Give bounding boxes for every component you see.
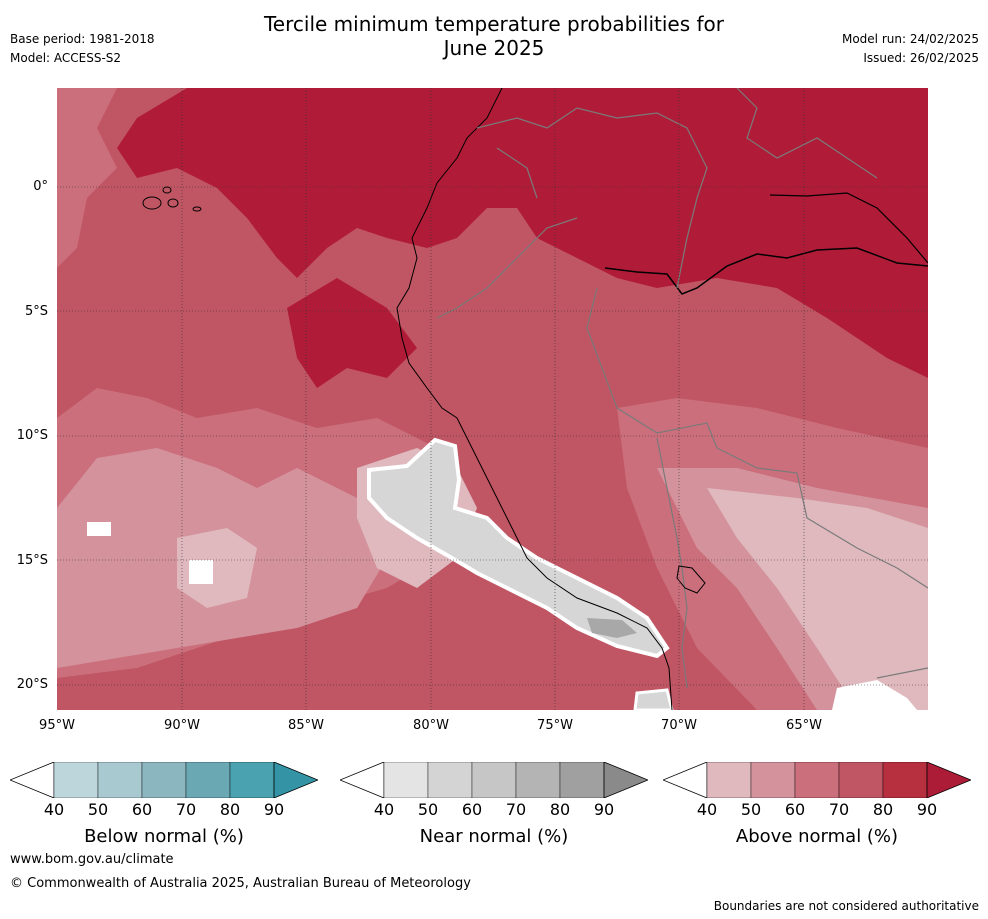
issued-label: Issued: 26/02/2025 <box>863 51 979 65</box>
colorbar-segment <box>427 762 473 798</box>
galapagos-islands <box>142 186 202 212</box>
colorbar-tick-label: 40 <box>43 800 65 819</box>
colorbar-segment <box>515 762 561 798</box>
colorbar-segment <box>750 762 796 798</box>
colorbar-segment <box>559 762 605 798</box>
above-80-90-region-andes <box>287 278 417 388</box>
colorbar-tick-label: 60 <box>131 800 153 819</box>
lon-label-80w: 80°W <box>413 718 449 733</box>
colorbar-tick-label: 50 <box>740 800 762 819</box>
lon-label-70w: 70°W <box>661 718 697 733</box>
colorbar-over-triangle <box>926 762 971 798</box>
model-label: Model: ACCESS-S2 <box>10 51 122 65</box>
colorbar-below-normal <box>10 762 318 798</box>
lon-label-95w: 95°W <box>39 718 75 733</box>
negro-river <box>769 192 928 264</box>
lon-label-85w: 85°W <box>288 718 324 733</box>
footer-copyright: © Commonwealth of Australia 2025, Austra… <box>10 876 471 891</box>
footer-disclaimer: Boundaries are not considered authoritat… <box>713 899 979 913</box>
map-title: Tercile minimum temperature probabilitie… <box>0 12 988 60</box>
colorbar-tick-label: 90 <box>263 800 285 819</box>
legend-label-above-normal: Above normal (%) <box>735 826 899 847</box>
model-run-label: Model run: 24/02/2025 <box>841 32 979 46</box>
colorbar-segment <box>53 762 99 798</box>
colorbar-tick-label: 70 <box>505 800 527 819</box>
above-40-50-region-southwest <box>177 528 257 608</box>
graticule <box>57 88 928 710</box>
colorbar-tick-label: 50 <box>87 800 109 819</box>
colorbar-near-normal <box>340 762 648 798</box>
footer-url[interactable]: www.bom.gov.au/climate <box>10 852 174 867</box>
colorbar-under-triangle <box>10 762 55 798</box>
colorbar-segment <box>383 762 429 798</box>
colorbar-segment <box>471 762 517 798</box>
base-period-label: Base period: 1981-2018 <box>10 32 155 46</box>
probability-map <box>57 88 928 710</box>
white-patch-c <box>832 680 917 710</box>
near-normal-small-patch <box>633 688 674 710</box>
lake-titicaca <box>676 565 706 594</box>
white-patch-a <box>87 522 111 536</box>
colorbar-segment <box>706 762 752 798</box>
lon-label-90w: 90°W <box>164 718 200 733</box>
colorbar-tick-label: 90 <box>916 800 938 819</box>
above-60-70-region-west <box>57 88 117 268</box>
lat-label-10s: 10°S <box>16 428 48 443</box>
amazon-river <box>604 247 928 295</box>
colorbar-tick-label: 90 <box>593 800 615 819</box>
colorbar-under-triangle <box>340 762 385 798</box>
colorbar-segment <box>229 762 275 798</box>
colorbar-tick-label: 40 <box>373 800 395 819</box>
colorbar-segment <box>97 762 143 798</box>
lon-label-65w: 65°W <box>786 718 822 733</box>
lat-label-5s: 5°S <box>24 304 48 319</box>
lon-label-75w: 75°W <box>537 718 573 733</box>
title-line-2: June 2025 <box>443 36 545 60</box>
colorbar-tick-label: 70 <box>828 800 850 819</box>
colorbar-over-triangle <box>603 762 648 798</box>
title-line-1: Tercile minimum temperature probabilitie… <box>263 12 725 36</box>
colorbar-tick-label: 80 <box>549 800 571 819</box>
colorbar-tick-label: 40 <box>696 800 718 819</box>
colorbar-segment <box>185 762 231 798</box>
colorbar-tick-label: 50 <box>417 800 439 819</box>
colorbar-above-normal <box>663 762 971 798</box>
above-80-90-region-north <box>117 88 928 378</box>
lat-label-15s: 15°S <box>16 553 48 568</box>
legend-label-near-normal: Near normal (%) <box>419 826 569 847</box>
near-normal-region <box>367 437 670 659</box>
colorbar-segment <box>141 762 187 798</box>
colorbar-segment <box>838 762 884 798</box>
colorbar-over-triangle <box>273 762 318 798</box>
country-borders <box>436 88 928 689</box>
above-40-50-region-east <box>707 488 928 710</box>
colorbar-tick-label: 80 <box>872 800 894 819</box>
colorbar-tick-label: 60 <box>461 800 483 819</box>
near-normal-dark-patch <box>587 618 637 638</box>
colorbar-segment <box>794 762 840 798</box>
coastline <box>396 88 673 710</box>
colorbar-tick-label: 60 <box>784 800 806 819</box>
white-patch-b <box>189 560 213 584</box>
lat-label-20s: 20°S <box>16 677 48 692</box>
legend-label-below-normal: Below normal (%) <box>84 826 244 847</box>
colorbar-tick-label: 70 <box>175 800 197 819</box>
colorbar-tick-label: 80 <box>219 800 241 819</box>
colorbar-under-triangle <box>663 762 708 798</box>
colorbar-segment <box>882 762 928 798</box>
lat-label-0: 0° <box>33 179 48 194</box>
